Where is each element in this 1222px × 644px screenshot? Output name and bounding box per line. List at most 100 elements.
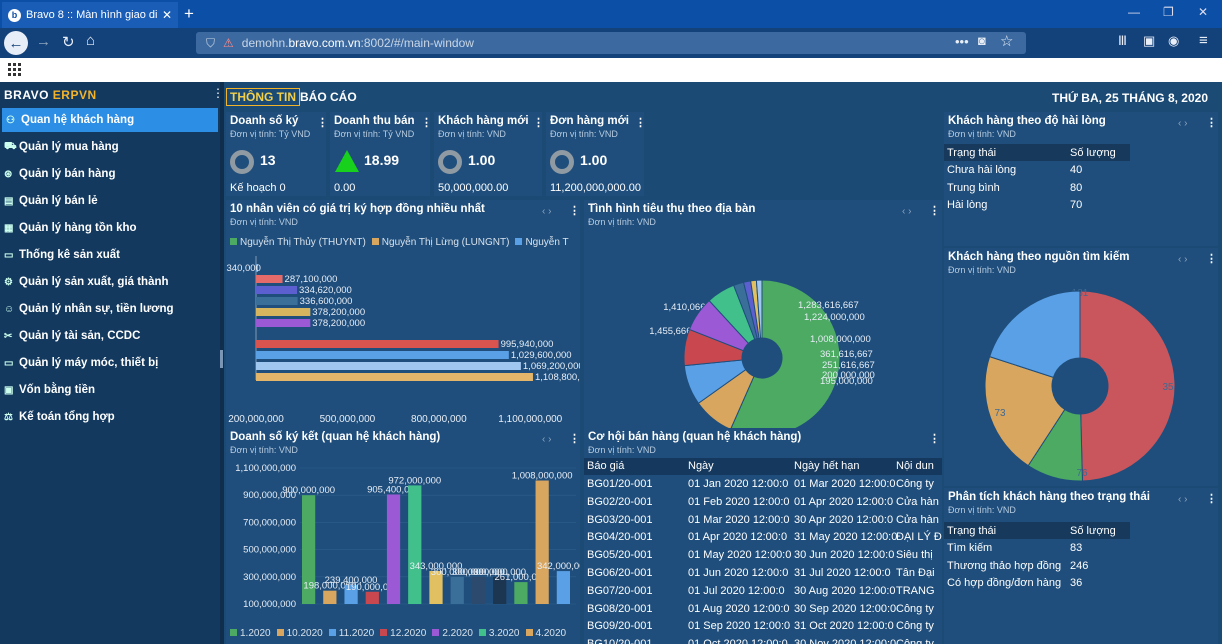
pocket-icon[interactable]: ◙ <box>978 33 986 48</box>
kpi-unit: Đơn vị tính: VND <box>438 129 506 139</box>
kpi-title: Đơn hàng mới <box>550 115 629 127</box>
kebab-menu-icon[interactable]: ⋮ <box>929 433 940 445</box>
browser-tab[interactable]: b Bravo 8 :: Màn hình giao diện c ✕ <box>2 2 178 28</box>
prev-next-icon[interactable]: ‹ › <box>1178 254 1188 265</box>
bar-label-7: 343,000,000 <box>410 561 463 572</box>
legend-item: Nguyễn Thị Lừng (LUNGNT) <box>371 237 509 248</box>
column-header[interactable]: Nội dun <box>896 460 934 472</box>
splitter-grip[interactable] <box>220 350 223 368</box>
kpi-unit: Đơn vị tính: VND <box>550 129 618 139</box>
cell-status: Hài lòng <box>947 199 988 211</box>
back-arrow-icon[interactable]: ← <box>4 31 28 55</box>
bar-label-4: 190,000,000 <box>346 582 399 593</box>
legend-swatch <box>432 629 440 636</box>
shield-icon: ⛉ <box>206 35 216 50</box>
library-icon[interactable]: Ⅲ <box>1118 33 1127 48</box>
sidebar-item-8[interactable]: ☺ Quản lý nhân sự, tiền lương <box>0 297 220 321</box>
kpi-title: Doanh số ký <box>230 115 299 127</box>
kebab-menu-icon[interactable]: ⋮ <box>533 117 544 129</box>
table-cell: BG08/20-001 <box>587 602 653 615</box>
kebab-menu-icon[interactable]: ⋮ <box>1206 253 1217 265</box>
reload-icon[interactable]: ↻ <box>62 34 75 51</box>
panel-title: Doanh số ký kết (quan hệ khách hàng) <box>230 431 441 443</box>
sidebar-toggle-icon[interactable]: ▣ <box>1143 33 1156 48</box>
prev-next-icon[interactable]: ‹ › <box>1178 118 1188 129</box>
table-row[interactable]: BG07/20-001 01 Jul 2020 12:00:0 30 Aug 202… <box>584 583 942 600</box>
kebab-menu-icon[interactable]: ⋮ <box>1206 117 1217 129</box>
table-cell: 01 Sep 2020 12:00:0 <box>688 620 791 633</box>
sidebar-item-1[interactable]: ⚇ Quan hệ khách hàng <box>2 108 218 132</box>
column-header[interactable]: Báo giá <box>587 460 625 472</box>
people-icon: ⚇ <box>6 114 15 126</box>
prev-next-icon[interactable]: ‹ › <box>542 206 552 217</box>
table-row[interactable]: BG09/20-001 01 Sep 2020 12:00:0 31 Oct 202… <box>584 618 942 635</box>
sidebar-item-12[interactable]: ⚖ Kế toán tổng hợp <box>0 405 220 429</box>
bar-label-10: 1,108,800,000 <box>535 372 580 383</box>
kebab-menu-icon[interactable]: ⋮ <box>569 205 580 217</box>
table-row[interactable]: BG01/20-001 01 Jan 2020 12:00:0 01 Mar 202… <box>584 476 942 493</box>
table-row[interactable]: BG08/20-001 01 Aug 2020 12:00:0 30 Sep 202… <box>584 601 942 618</box>
menu-hamburger-icon[interactable]: ≡ <box>1199 32 1208 49</box>
close-window-icon[interactable]: ✕ <box>1198 5 1209 19</box>
column-header[interactable]: Ngày hết hạn <box>794 460 860 472</box>
table-row[interactable]: BG02/20-001 01 Feb 2020 12:00:0 01 Apr 202… <box>584 494 942 511</box>
prev-next-icon[interactable]: ‹ › <box>1178 494 1188 505</box>
table-row: Tìm kiếm 83 <box>944 540 1130 557</box>
kebab-menu-icon[interactable]: ⋮ <box>635 117 646 129</box>
tab-thong-tin[interactable]: THÔNG TIN <box>226 88 300 106</box>
table-cell: 31 Oct 2020 12:00:0 <box>794 620 894 633</box>
legend-item: 1.2020 <box>230 628 271 639</box>
insecure-lock-icon: ⚠ <box>223 36 234 50</box>
close-tab-icon[interactable]: ✕ <box>161 8 172 22</box>
table-row[interactable]: BG03/20-001 01 Mar 2020 12:00:0 30 Apr 202… <box>584 512 942 529</box>
sidebar-item-7[interactable]: ⚙ Quản lý sản xuất, giá thành <box>0 270 220 294</box>
page-actions-icon[interactable]: ••• <box>955 34 969 49</box>
kebab-menu-icon[interactable]: ⋮ <box>421 117 432 129</box>
home-icon[interactable]: ⌂ <box>86 32 96 49</box>
y-tick-label: 100,000,000 <box>243 599 296 610</box>
kebab-menu-icon[interactable]: ⋮ <box>929 205 940 217</box>
slice-label-3: 76 <box>1076 468 1088 479</box>
prev-next-icon[interactable]: ‹ › <box>902 206 912 217</box>
cell-count: 36 <box>1070 577 1083 589</box>
column-header[interactable]: Ngày <box>688 460 714 472</box>
table-row: Thương thảo hợp đồng 246 <box>944 557 1130 574</box>
sidebar-item-4[interactable]: ▤ Quản lý bán lẻ <box>0 189 220 213</box>
kebab-menu-icon[interactable]: ⋮ <box>1206 493 1217 505</box>
panel-unit: Đơn vị tính: VND <box>588 445 656 455</box>
sidebar-item-11[interactable]: ▣ Vốn bằng tiền <box>0 378 220 402</box>
table-row: Chưa hài lòng 40 <box>944 162 1130 179</box>
table-row[interactable]: BG10/20-001 01 Oct 2020 12:00:0 30 Nov 202… <box>584 636 942 644</box>
ring-indicator-icon <box>550 150 574 174</box>
table-cell: BG06/20-001 <box>587 567 653 579</box>
sidebar-item-6[interactable]: ▭ Thống kê sản xuất <box>0 243 220 267</box>
bar-label-4: 336,600,000 <box>300 296 353 307</box>
sidebar-item-9[interactable]: ✂ Quản lý tài sản, CCDC <box>0 324 220 348</box>
table-row[interactable]: BG04/20-001 01 Apr 2020 12:00:0 31 May 202… <box>584 529 942 546</box>
restore-icon[interactable]: ❐ <box>1163 5 1174 19</box>
prev-next-icon[interactable]: ‹ › <box>542 434 552 445</box>
sidebar-item-10[interactable]: ▭ Quản lý máy móc, thiết bị <box>0 351 220 375</box>
sidebar: BRAVO ERPVN ⋮ ⚇ Quan hệ khách hàng ⛟ Quản l… <box>0 82 224 644</box>
table-row[interactable]: BG05/20-001 01 May 2020 12:00:0 30 Jun 202… <box>584 547 942 564</box>
account-icon[interactable]: ◉ <box>1168 33 1180 48</box>
forward-arrow-icon[interactable]: → <box>36 33 51 50</box>
new-tab-icon[interactable]: + <box>184 4 194 23</box>
apps-grid-icon[interactable] <box>8 63 21 76</box>
sidebar-item-3[interactable]: ⊛ Quản lý bán hàng <box>0 162 220 186</box>
table-row[interactable]: BG06/20-001 01 Jun 2020 12:00:0 31 Jul 202… <box>584 565 942 582</box>
legend-item: 3.2020 <box>478 628 520 639</box>
tab-bao-cao[interactable]: BÁO CÁO <box>300 90 357 104</box>
sidebar-item-5[interactable]: ▦ Quản lý hàng tồn kho <box>0 216 220 240</box>
sidebar-item-2[interactable]: ⛟ Quản lý mua hàng <box>0 135 220 159</box>
grid-header: Báo giá Ngày Ngày hết hạn Nội dun <box>584 458 942 475</box>
x-tick-label: 1,100,000,000 <box>498 414 562 425</box>
kebab-menu-icon[interactable]: ⋮ <box>317 117 328 129</box>
cell-count: 83 <box>1070 542 1083 554</box>
bookmark-star-icon[interactable]: ☆ <box>1000 33 1014 50</box>
bar-7 <box>429 570 443 604</box>
kebab-menu-icon[interactable]: ⋮ <box>569 433 580 445</box>
bar-4 <box>365 591 379 604</box>
minimize-icon[interactable]: — <box>1128 5 1140 19</box>
url-bar[interactable]: ⛉ ⚠ demohn. bravo.com.vn:8002/#/main-wind… <box>196 32 1026 54</box>
